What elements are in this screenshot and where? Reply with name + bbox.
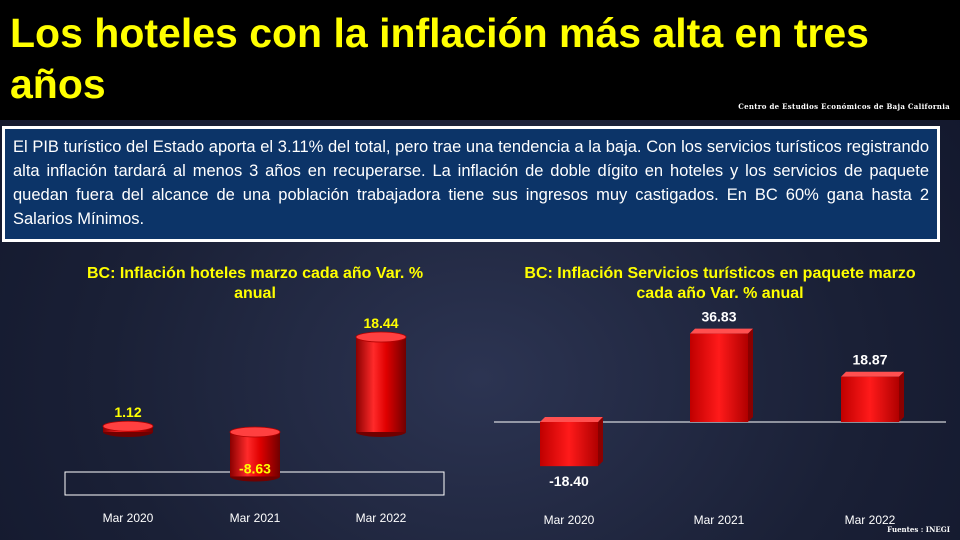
chart-title-packages: BC: Inflación Servicios turísticos en pa… (524, 265, 916, 302)
bar-top (102, 420, 154, 432)
bar-top-face (841, 371, 904, 377)
category-label-hotels-1: Mar 2020 (103, 511, 154, 525)
category-label-hotels-2: Mar 2021 (230, 511, 281, 525)
bar-side-face (899, 371, 904, 422)
bar-top (355, 331, 407, 343)
category-label-packages-1: Mar 2020 (544, 513, 595, 527)
summary-panel: El PIB turístico del Estado aporta el 3.… (2, 126, 940, 242)
value-label-hotels-2: -8.63 (239, 460, 271, 476)
bar-front-face (690, 333, 748, 422)
page-title: Los hoteles con la inflación más alta en… (10, 10, 869, 107)
category-label-packages-2: Mar 2021 (694, 513, 745, 527)
bar-hotels-3 (355, 331, 407, 437)
bar-side-face (748, 328, 753, 422)
bar-packages-2 (690, 328, 753, 422)
value-label-packages-2: 36.83 (701, 309, 736, 325)
source-note: Fuentes : INEGI (887, 525, 950, 534)
bar-side-face (598, 417, 603, 467)
value-label-hotels-3: 18.44 (363, 315, 398, 331)
bar-front-face (841, 376, 899, 422)
bar-hotels-2 (229, 426, 281, 482)
value-label-packages-1: -18.40 (549, 473, 589, 489)
value-label-packages-3: 18.87 (852, 352, 887, 368)
bar-hotels-1 (102, 420, 154, 437)
bar-top-face (540, 417, 603, 422)
credit-text: Centro de Estudios Económicos de Baja Ca… (738, 102, 950, 111)
bar-packages-3 (841, 371, 904, 422)
bar-front-face (540, 422, 598, 467)
header-bar: Los hoteles con la inflación más alta en… (0, 0, 960, 120)
bar-top (229, 426, 281, 438)
bar-packages-1 (540, 417, 603, 467)
category-label-hotels-3: Mar 2022 (356, 511, 407, 525)
bar-body (356, 337, 406, 432)
value-label-hotels-1: 1.12 (114, 404, 141, 420)
category-label-packages-3: Mar 2022 (845, 513, 896, 527)
chart-title-hotels: BC: Inflación hoteles marzo cada año Var… (86, 265, 424, 302)
bar-body (230, 432, 280, 477)
bar-top-face (690, 328, 753, 334)
